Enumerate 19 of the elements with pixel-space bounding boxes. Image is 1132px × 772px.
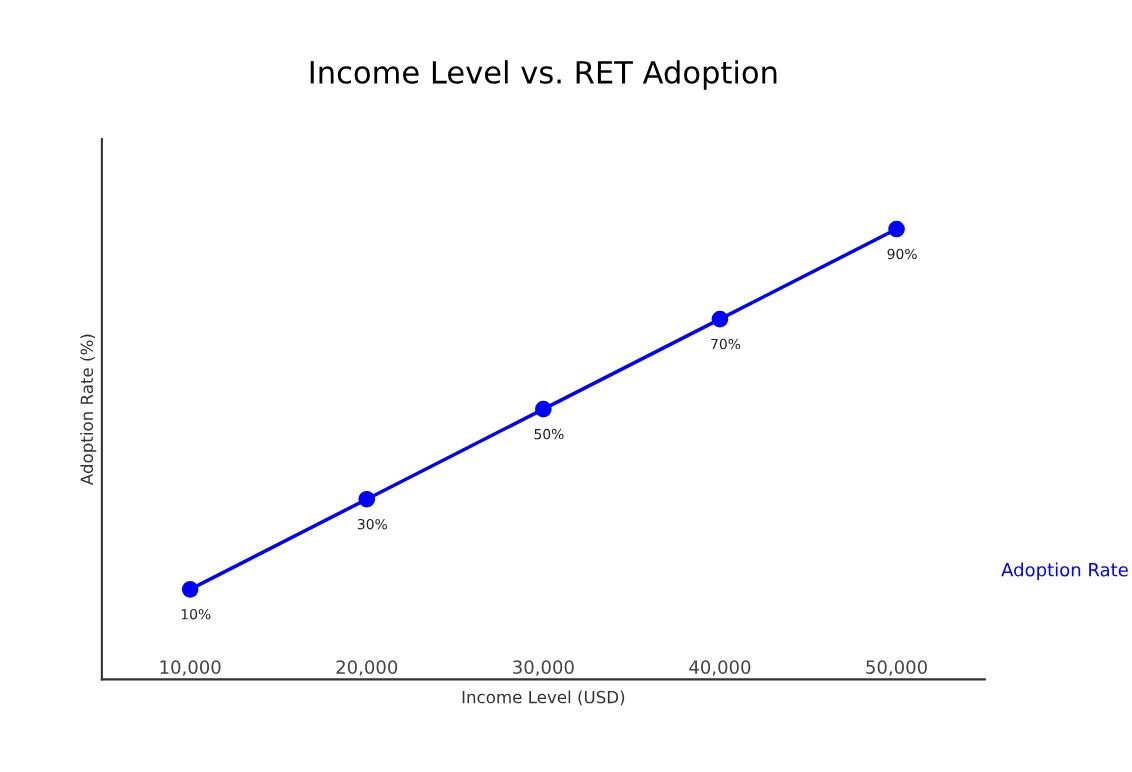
point	[181, 580, 199, 598]
x-tick-label: 50,000	[866, 660, 927, 676]
data-label: 50%	[534, 428, 564, 440]
data-label: 70%	[711, 338, 741, 350]
point	[358, 490, 376, 508]
point	[711, 310, 729, 328]
data-label: 90%	[887, 248, 917, 260]
data-label: 30%	[357, 518, 387, 530]
chart-title: Income Level vs. RET Adoption	[310, 60, 777, 90]
x-tick-label: 10,000	[160, 660, 221, 676]
point	[888, 220, 905, 238]
y-axis-title: Adoption Rate (%)	[80, 334, 97, 486]
x-tick-label: 30,000	[513, 660, 574, 676]
text: Adoption Rate	[1001, 562, 1128, 581]
x-tick-label: 40,000	[689, 660, 751, 676]
x-axis-title: Income Level (USD)	[462, 690, 625, 706]
data-label: 10%	[181, 608, 211, 620]
point	[535, 400, 552, 418]
x-tick-label: 20,000	[336, 660, 398, 676]
